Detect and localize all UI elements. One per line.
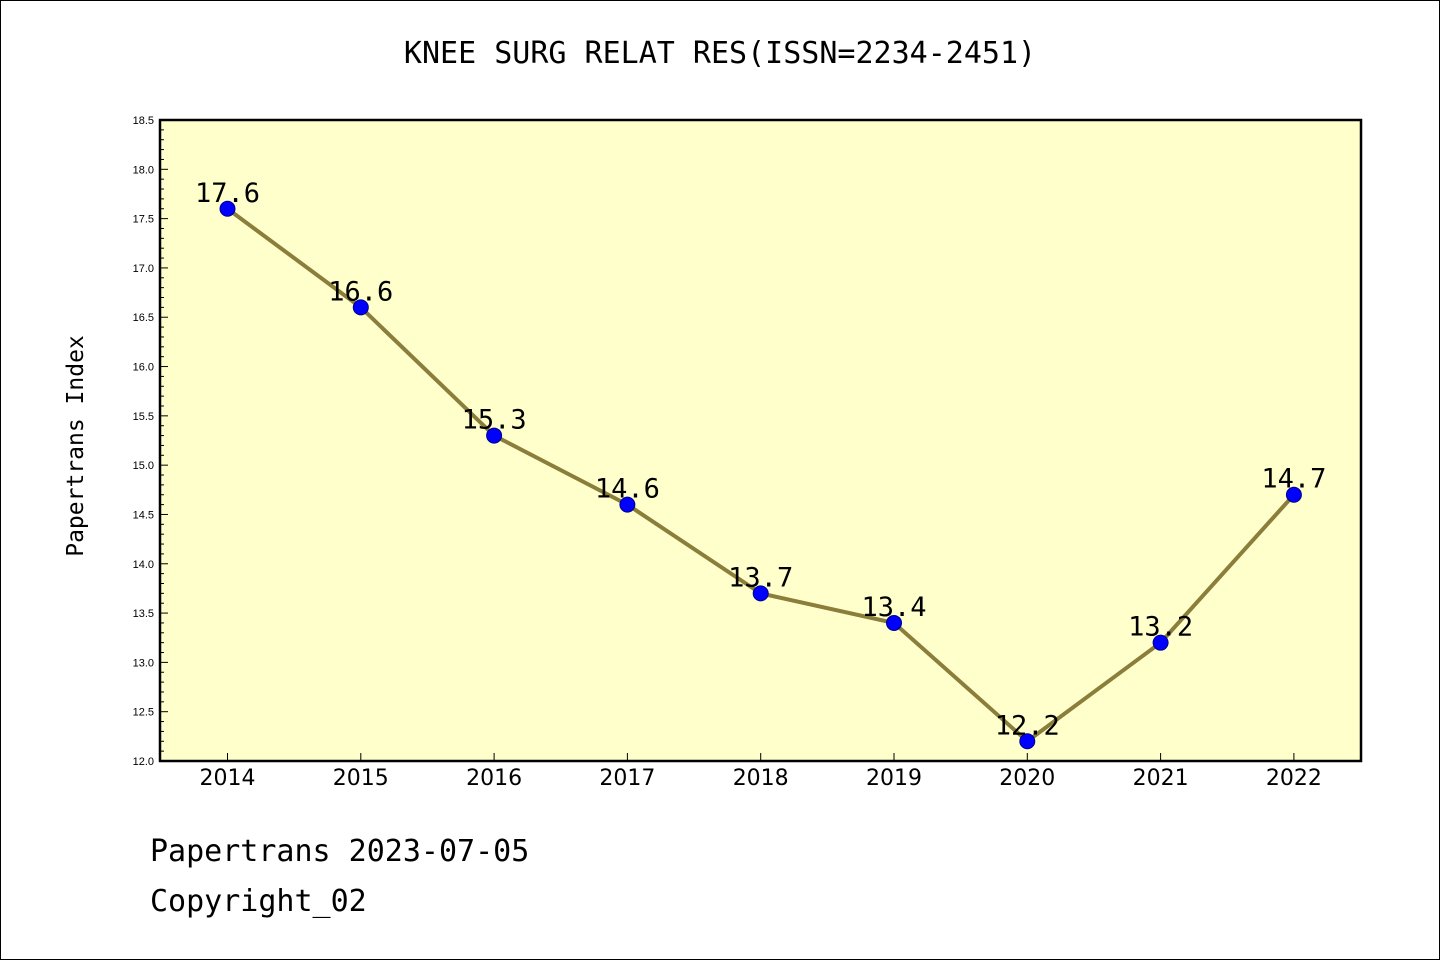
- data-label: 14.7: [1261, 464, 1326, 495]
- data-labels: 17.6 16.6 15.3 14.6 13.7 13.4 12.2 13.2 14.7: [195, 178, 1326, 742]
- data-label: 13.7: [728, 562, 793, 593]
- data-label: 17.6: [195, 178, 260, 209]
- x-tick-label: 2021: [1133, 766, 1189, 791]
- data-point: [352, 299, 369, 316]
- x-tick-label: 2022: [1266, 766, 1322, 791]
- y-tick-label: 18.0: [133, 164, 154, 176]
- y-tick-label: 15.0: [133, 460, 154, 472]
- data-label: 13.2: [1128, 612, 1193, 643]
- x-axis: 2014 2015 2016 2017 2018 2019 2020 2021 2022: [200, 753, 1322, 791]
- x-tick-label: 2017: [599, 766, 655, 791]
- data-point: [1152, 634, 1169, 651]
- data-point: [486, 427, 503, 444]
- y-tick-label: 16.5: [133, 312, 154, 324]
- data-point: [752, 585, 769, 602]
- y-axis: 12.0 12.5 13.0 13.5 14.0 14.5 15.0 15.5 16.0 16.5…: [133, 115, 168, 768]
- plot-area: [160, 120, 1361, 761]
- y-tick-label: 14.5: [133, 509, 154, 521]
- footer-copyright: Copyright_02: [150, 884, 367, 919]
- x-tick-label: 2015: [333, 766, 389, 791]
- x-tick-label: 2019: [866, 766, 922, 791]
- y-tick-label: 13.0: [133, 657, 154, 669]
- y-tick-label: 17.0: [133, 263, 154, 275]
- y-tick-label: 16.0: [133, 362, 154, 374]
- x-tick-label: 2018: [733, 766, 789, 791]
- data-label: 16.6: [328, 276, 393, 307]
- footer-date: Papertrans 2023-07-05: [150, 834, 530, 869]
- y-tick-label: 12.5: [133, 707, 154, 719]
- y-tick-label: 15.5: [133, 411, 154, 423]
- data-point: [886, 614, 902, 631]
- y-tick-label: 13.5: [133, 608, 154, 620]
- data-label: 14.6: [595, 474, 660, 505]
- y-tick-label: 12.0: [133, 756, 154, 768]
- data-point: [219, 200, 236, 217]
- data-label: 15.3: [462, 405, 527, 436]
- x-tick-label: 2014: [200, 766, 256, 791]
- chart-title: KNEE SURG RELAT RES(ISSN=2234-2451): [403, 36, 1037, 71]
- y-tick-label: 18.5: [133, 115, 154, 127]
- x-tick-label: 2020: [999, 766, 1055, 791]
- data-point: [1285, 486, 1302, 503]
- x-tick-label: 2016: [466, 766, 522, 791]
- y-tick-label: 14.0: [133, 559, 154, 571]
- data-point: [1019, 733, 1036, 750]
- plot-border: [158, 118, 1363, 763]
- data-point: [619, 496, 636, 513]
- data-label: 13.4: [861, 592, 926, 623]
- series-markers: [219, 200, 1302, 750]
- data-label: 12.2: [995, 710, 1060, 741]
- y-tick-label: 17.5: [133, 214, 154, 226]
